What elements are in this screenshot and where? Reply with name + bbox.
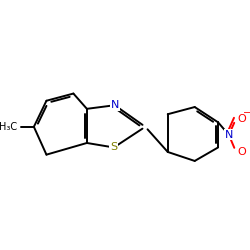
Text: N: N <box>110 100 119 110</box>
Text: S: S <box>110 142 118 152</box>
Text: N: N <box>225 130 233 140</box>
Text: O: O <box>237 114 246 124</box>
Text: O: O <box>237 147 246 157</box>
Text: −: − <box>243 108 250 118</box>
Text: H₃C: H₃C <box>0 122 18 132</box>
